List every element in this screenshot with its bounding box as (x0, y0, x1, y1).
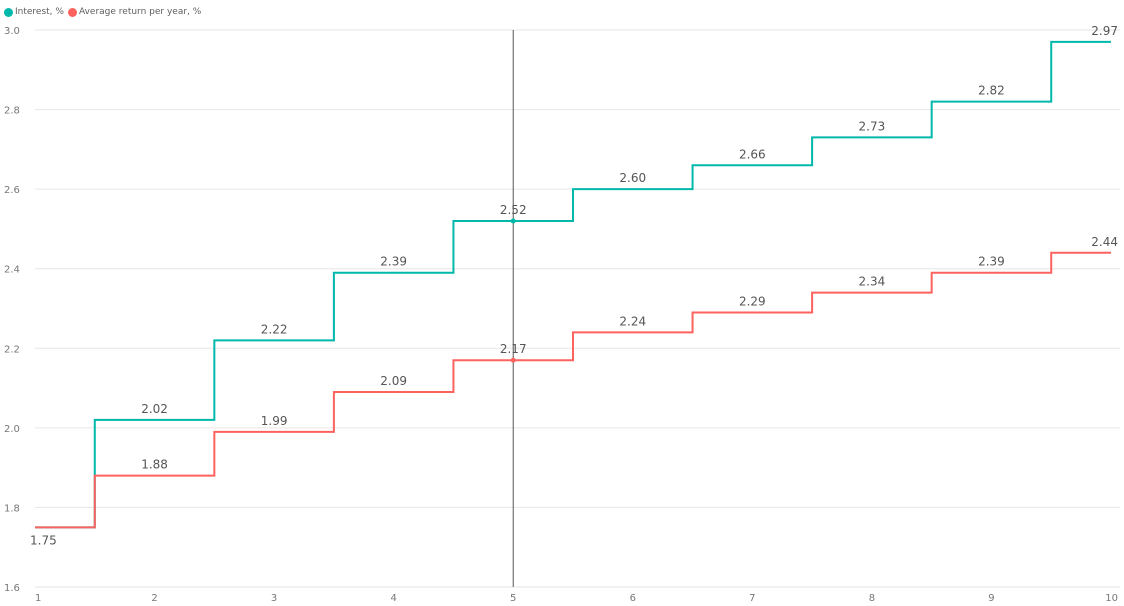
data-label-average-return-per-year: 2.29 (739, 294, 766, 308)
data-label-average-return-per-year: 1.88 (141, 458, 168, 472)
y-axis-ticks: 1.6 1.8 2.0 2.2 2.4 2.6 2.8 3.0 (4, 26, 20, 594)
data-label-average-return-per-year: 2.17 (500, 342, 527, 356)
highlight-point-interest[interactable] (510, 218, 516, 224)
data-label-average-return-per-year: 2.09 (380, 374, 407, 388)
y-tick-label: 2.6 (4, 185, 20, 196)
data-label-average-return-per-year: 2.39 (978, 255, 1005, 269)
x-tick-label: 5 (510, 593, 516, 604)
data-label-interest: 2.73 (859, 119, 886, 133)
gridlines (35, 29, 1120, 588)
x-tick-label: 9 (988, 593, 994, 604)
legend-label-average-return: Average return per year, % (78, 7, 202, 17)
y-tick-label: 2.2 (4, 344, 20, 355)
x-tick-label: 1 (35, 593, 41, 604)
series-line-average-return-per-year (35, 251, 1111, 529)
data-label-average-return-per-year: 2.24 (619, 314, 646, 328)
y-tick-label: 2.8 (4, 106, 20, 117)
legend: Interest, % Average return per year, % (4, 5, 205, 19)
legend-dot-interest-icon (4, 7, 13, 17)
x-tick-label: 2 (151, 593, 157, 604)
legend-dot-average-return-icon (67, 7, 77, 17)
y-tick-label: 2.4 (4, 265, 20, 276)
x-axis-ticks: 1 2 3 4 5 6 7 8 9 10 (35, 593, 1118, 604)
data-label-average-return-per-year: 2.44 (1091, 235, 1118, 249)
legend-label-interest: Interest, % (15, 7, 64, 17)
x-tick-label: 10 (1105, 593, 1118, 604)
y-tick-label: 2.0 (4, 424, 20, 435)
x-tick-label: 8 (869, 593, 875, 604)
data-label-interest: 2.02 (141, 402, 168, 416)
x-tick-label: 6 (630, 593, 636, 604)
data-label-interest: 2.60 (619, 171, 646, 185)
y-tick-label: 1.8 (4, 503, 20, 514)
highlight-point-average-return-per-year[interactable] (510, 357, 516, 363)
data-label-interest: 2.39 (380, 255, 407, 269)
data-label-interest: 2.66 (739, 147, 766, 161)
x-tick-label: 3 (271, 593, 277, 604)
y-tick-label: 3.0 (4, 26, 20, 37)
data-label-interest: 2.52 (500, 203, 527, 217)
data-label-interest: 2.22 (261, 322, 288, 336)
data-label-interest: 2.82 (978, 84, 1005, 98)
data-label-average-return-per-year: 1.75 (30, 533, 57, 547)
data-labels: 2.02 2.22 2.39 2.52 2.60 2.66 2.73 2.82 2.97 1.75… (30, 24, 1118, 547)
legend-item-interest[interactable]: Interest, % (4, 7, 64, 17)
legend-item-average-return[interactable]: Average return per year, % (67, 7, 202, 17)
x-tick-label: 7 (749, 593, 755, 604)
series-line-interest (35, 40, 1111, 529)
data-label-interest: 2.97 (1091, 24, 1118, 38)
series-lines (35, 40, 1111, 529)
data-label-average-return-per-year: 2.34 (859, 275, 886, 289)
data-label-average-return-per-year: 1.99 (261, 414, 288, 428)
x-tick-label: 4 (390, 593, 396, 604)
y-tick-label: 1.6 (4, 583, 20, 594)
